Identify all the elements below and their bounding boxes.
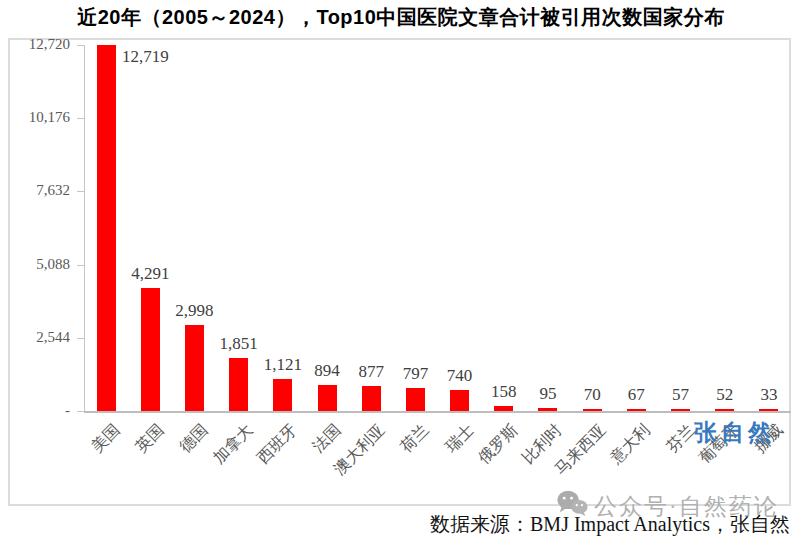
bar-马来西亚 [583,409,602,412]
bar-加拿大 [229,358,248,411]
bar-value-label: 52 [716,385,733,405]
bar-荷兰 [406,388,425,411]
y-axis-tick [77,338,84,339]
y-axis-tick-label: 7,632 [10,182,70,199]
bar-value-label: 894 [314,361,340,381]
bar-value-label: 740 [447,366,473,386]
bar-value-label: 1,851 [220,334,258,354]
bar-比利时 [538,408,557,411]
y-axis-tick-label: 5,088 [10,256,70,273]
bar-芬兰 [671,409,690,412]
y-axis-tick [77,265,84,266]
bar-葡萄牙 [715,409,734,412]
bar-德国 [185,325,204,411]
bar-value-label: 158 [491,382,517,402]
bar-英国 [141,288,160,411]
y-axis-tick [77,45,84,46]
bar-value-label: 12,719 [122,47,169,67]
bar-法国 [318,385,337,411]
y-axis-tick-label: 10,176 [10,109,70,126]
bar-value-label: 4,291 [131,264,169,284]
bar-value-label: 70 [584,385,601,405]
bar-value-label: 1,121 [264,355,302,375]
bar-意大利 [627,409,646,412]
bar-value-label: 95 [539,384,556,404]
chart-title: 近20年（2005～2024），Top10中国医院文章合计被引用次数国家分布 [0,4,802,31]
bar-俄罗斯 [494,406,513,411]
bar-value-label: 877 [358,362,384,382]
x-axis-line [84,411,791,413]
bar-value-label: 2,998 [175,301,213,321]
bar-瑞士 [450,390,469,411]
watermark-signature: 张自然 [694,417,775,448]
bar-value-label: 57 [672,385,689,405]
bar-西班牙 [273,379,292,411]
data-source-note: 数据来源：BMJ Impact Analytics，张自然 [0,511,790,538]
bar-value-label: 33 [760,385,777,405]
bar-value-label: 797 [403,364,429,384]
y-axis-tick-label: 2,544 [10,329,70,346]
y-axis-tick [77,191,84,192]
y-axis-tick-label: 12,720 [10,36,70,53]
bar-挪威 [759,409,778,412]
y-axis-line [84,45,85,411]
bar-美国 [97,45,116,411]
bar-澳大利亚 [362,386,381,411]
chart-page: 近20年（2005～2024），Top10中国医院文章合计被引用次数国家分布 1… [0,0,802,539]
bar-value-label: 67 [628,385,645,405]
y-axis-tick [77,118,84,119]
y-axis-tick-label: - [10,402,86,419]
